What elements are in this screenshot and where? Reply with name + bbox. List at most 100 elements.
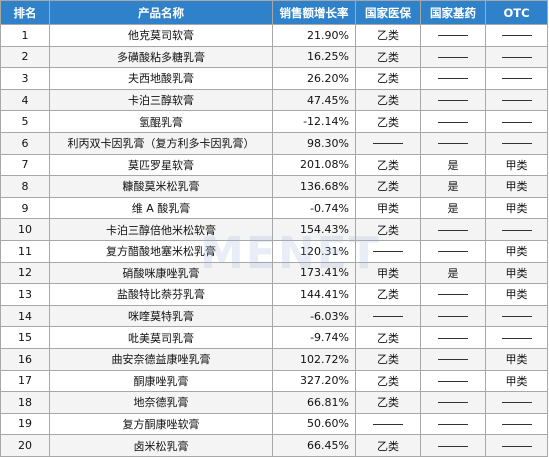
rank-cell: 20 xyxy=(0,434,50,457)
insurance-cell xyxy=(355,239,421,263)
product-name-cell: 维 A 酸乳膏 xyxy=(49,196,273,220)
table-row: 13 盐酸特比萘芬乳膏 144.41% 乙类 甲类 xyxy=(0,283,548,306)
product-name-cell: 夫西地酸乳膏 xyxy=(49,67,273,90)
growth-cell: 66.45% xyxy=(272,434,356,457)
growth-cell: 154.43% xyxy=(272,218,356,241)
dash-mark xyxy=(438,78,468,80)
essential-cell xyxy=(420,304,486,328)
rank-cell: 17 xyxy=(0,369,50,393)
dash-mark xyxy=(501,229,532,231)
otc-cell xyxy=(485,131,548,155)
insurance-cell: 乙类 xyxy=(355,88,421,112)
header-growth: 销售额增长率 xyxy=(272,0,356,25)
growth-cell: -9.74% xyxy=(272,326,356,349)
header-product-name: 产品名称 xyxy=(49,0,273,25)
otc-cell: 甲类 xyxy=(485,196,548,220)
essential-cell: 是 xyxy=(420,196,486,220)
header-rank: 排名 xyxy=(0,0,50,25)
dash-mark xyxy=(501,56,532,58)
dash-mark xyxy=(501,337,532,339)
essential-cell xyxy=(420,110,486,133)
table-row: 5 氢醌乳膏 -12.14% 乙类 xyxy=(0,110,548,133)
product-name-cell: 氢醌乳膏 xyxy=(49,110,273,133)
growth-cell: 120.31% xyxy=(272,239,356,263)
otc-cell: 甲类 xyxy=(485,153,548,177)
rank-cell: 14 xyxy=(0,304,50,328)
essential-cell xyxy=(420,412,486,436)
product-name-cell: 地奈德乳膏 xyxy=(49,391,273,414)
dash-mark xyxy=(501,316,532,318)
growth-cell: 102.72% xyxy=(272,347,356,371)
essential-cell xyxy=(420,326,486,349)
rank-cell: 12 xyxy=(0,261,50,285)
otc-cell: 甲类 xyxy=(485,347,548,371)
product-name-cell: 卡泊三醇软膏 xyxy=(49,88,273,112)
insurance-cell: 乙类 xyxy=(355,218,421,241)
otc-cell xyxy=(485,67,548,90)
table-row: 17 酮康唑乳膏 327.20% 乙类 甲类 xyxy=(0,369,548,393)
table-row: 12 硝酸咪康唑乳膏 173.41% 甲类是甲类 xyxy=(0,261,548,285)
growth-cell: 21.90% xyxy=(272,24,356,47)
rank-cell: 16 xyxy=(0,347,50,371)
table-row: 6 利丙双卡因乳膏（复方利多卡因乳膏） 98.30% xyxy=(0,131,548,155)
rank-cell: 10 xyxy=(0,218,50,241)
growth-cell: 201.08% xyxy=(272,153,356,177)
insurance-cell: 乙类 xyxy=(355,24,421,47)
product-name-cell: 硝酸咪康唑乳膏 xyxy=(49,261,273,285)
dash-mark xyxy=(438,359,468,361)
growth-cell: 50.60% xyxy=(272,412,356,436)
growth-cell: 26.20% xyxy=(272,67,356,90)
header-otc: OTC xyxy=(485,0,548,25)
otc-cell xyxy=(485,326,548,349)
rank-cell: 11 xyxy=(0,239,50,263)
product-name-cell: 莫匹罗星软膏 xyxy=(49,153,273,177)
essential-cell: 是 xyxy=(420,261,486,285)
dash-mark xyxy=(501,402,532,404)
dash-mark xyxy=(501,121,532,123)
table-row: 11 复方醋酸地塞米松乳膏 120.31% 甲类 xyxy=(0,239,548,263)
otc-cell xyxy=(485,304,548,328)
rank-cell: 7 xyxy=(0,153,50,177)
product-name-cell: 复方醋酸地塞米松乳膏 xyxy=(49,239,273,263)
insurance-cell xyxy=(355,304,421,328)
insurance-cell: 乙类 xyxy=(355,45,421,69)
table-row: 4 卡泊三醇软膏 47.45% 乙类 xyxy=(0,88,548,112)
dash-mark xyxy=(438,294,468,296)
rank-cell: 15 xyxy=(0,326,50,349)
growth-cell: -6.03% xyxy=(272,304,356,328)
essential-cell xyxy=(420,67,486,90)
insurance-cell: 乙类 xyxy=(355,369,421,393)
otc-cell: 甲类 xyxy=(485,283,548,306)
dash-mark xyxy=(373,423,403,425)
product-name-cell: 曲安奈德益康唑乳膏 xyxy=(49,347,273,371)
essential-cell xyxy=(420,369,486,393)
dash-mark xyxy=(501,100,532,102)
table-row: 1 他克莫司软膏 21.90% 乙类 xyxy=(0,24,548,47)
insurance-cell: 乙类 xyxy=(355,326,421,349)
essential-cell xyxy=(420,24,486,47)
dash-mark xyxy=(438,35,468,37)
dash-mark xyxy=(373,143,403,145)
essential-cell xyxy=(420,218,486,241)
rank-cell: 2 xyxy=(0,45,50,69)
rank-cell: 19 xyxy=(0,412,50,436)
product-name-cell: 他克莫司软膏 xyxy=(49,24,273,47)
rank-cell: 13 xyxy=(0,283,50,306)
dash-mark xyxy=(438,423,468,425)
product-name-cell: 多磺酸粘多糖乳膏 xyxy=(49,45,273,69)
otc-cell xyxy=(485,412,548,436)
rank-cell: 9 xyxy=(0,196,50,220)
otc-cell xyxy=(485,24,548,47)
otc-cell xyxy=(485,88,548,112)
insurance-cell: 乙类 xyxy=(355,67,421,90)
insurance-cell: 乙类 xyxy=(355,347,421,371)
product-name-cell: 卤米松乳膏 xyxy=(49,434,273,457)
otc-cell xyxy=(485,218,548,241)
essential-cell xyxy=(420,131,486,155)
dash-mark xyxy=(501,423,532,425)
essential-cell xyxy=(420,434,486,457)
insurance-cell xyxy=(355,131,421,155)
table-row: 18 地奈德乳膏 66.81% 乙类 xyxy=(0,391,548,414)
table-row: 10 卡泊三醇倍他米松软膏 154.43% 乙类 xyxy=(0,218,548,241)
